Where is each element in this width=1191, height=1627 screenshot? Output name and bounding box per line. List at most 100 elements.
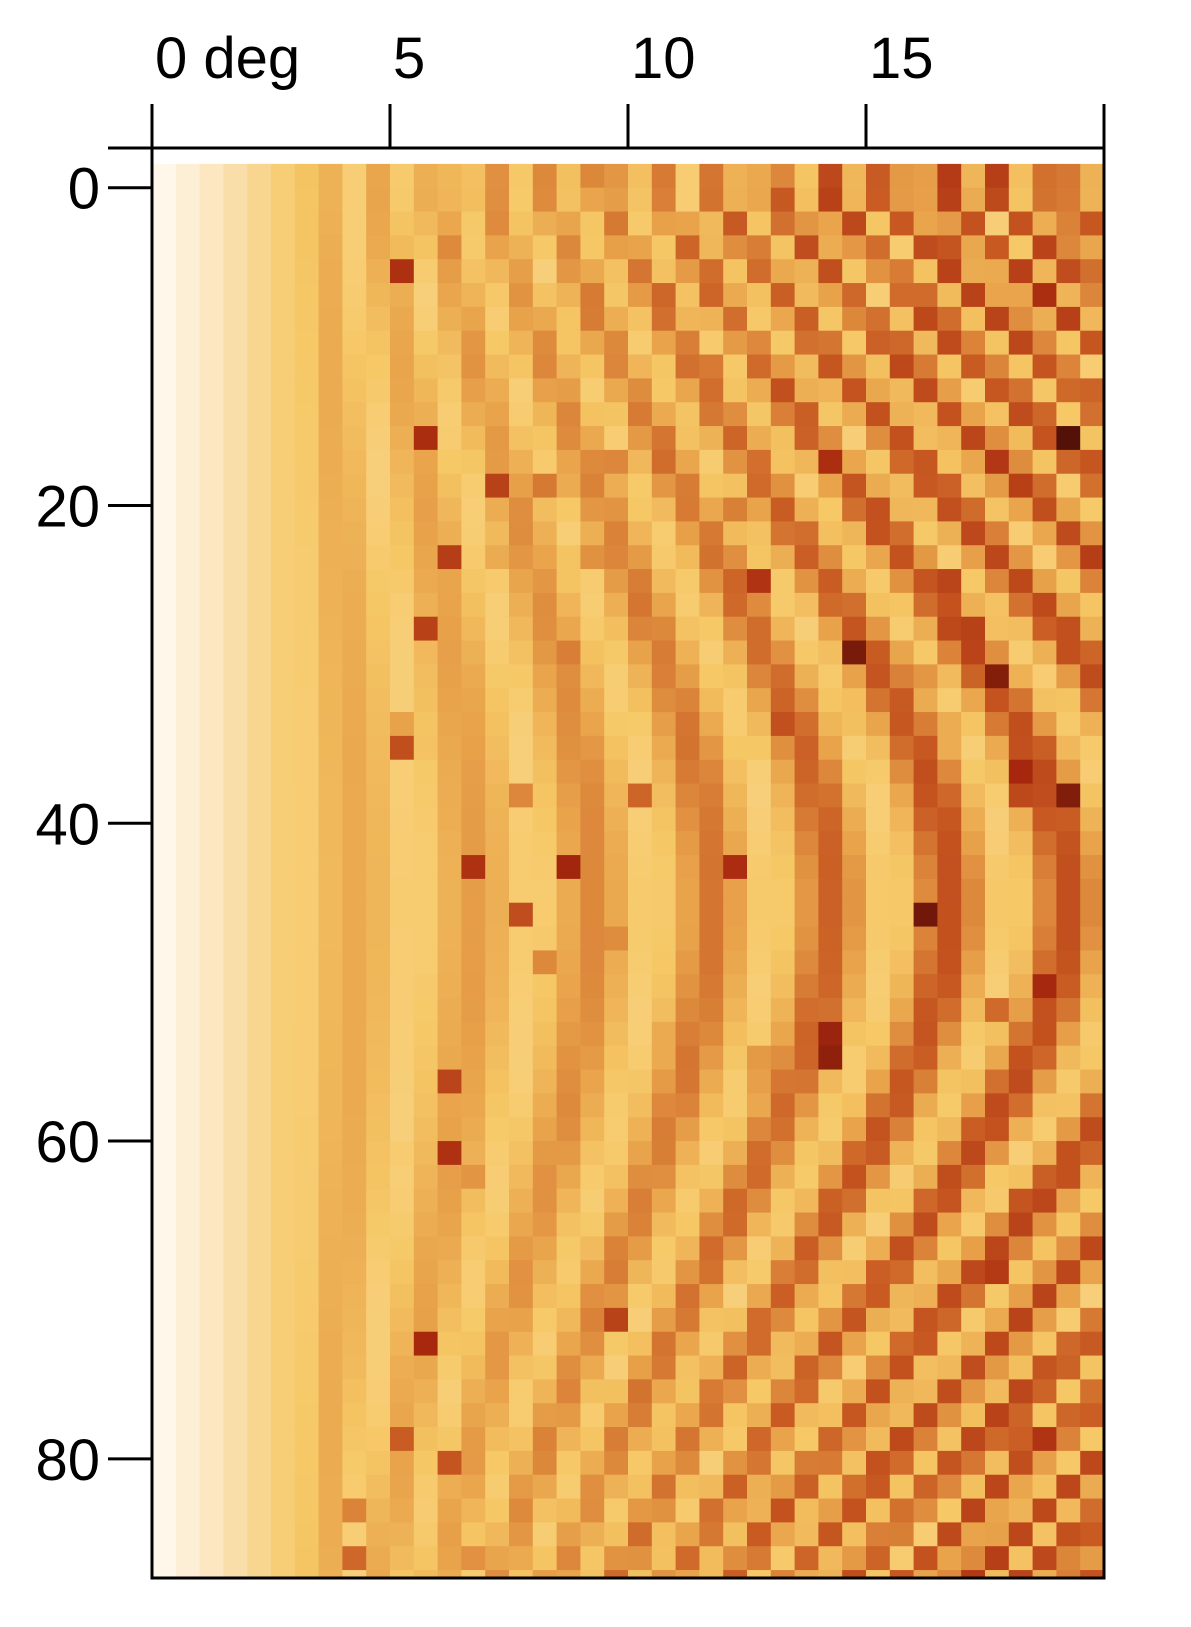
heatmap-cell bbox=[294, 1188, 320, 1214]
heatmap-cell bbox=[294, 1212, 320, 1237]
heatmap-cell bbox=[794, 1188, 819, 1214]
heatmap-cell bbox=[794, 259, 819, 284]
heatmap-cell bbox=[1056, 1379, 1081, 1404]
heatmap-cell bbox=[509, 1188, 534, 1214]
heatmap-cell bbox=[842, 926, 867, 951]
heatmap-cell bbox=[437, 759, 462, 785]
heatmap-cell bbox=[913, 449, 938, 475]
heatmap-cell bbox=[1008, 1427, 1034, 1452]
heatmap-cell bbox=[1008, 1212, 1034, 1237]
heatmap-cell bbox=[223, 402, 248, 427]
heatmap-cell bbox=[461, 187, 486, 213]
heatmap-cell bbox=[794, 449, 819, 475]
heatmap-cell bbox=[889, 664, 915, 689]
heatmap-cell bbox=[628, 855, 653, 880]
heatmap-cell bbox=[747, 1403, 772, 1428]
heatmap-cell bbox=[889, 640, 915, 665]
heatmap-cell bbox=[675, 831, 700, 856]
heatmap-cell bbox=[889, 1546, 915, 1571]
heatmap-cell bbox=[1080, 807, 1105, 832]
heatmap-cell bbox=[413, 211, 439, 236]
heatmap-cell bbox=[866, 926, 891, 951]
heatmap-cell bbox=[651, 1498, 677, 1523]
heatmap-cell bbox=[580, 449, 605, 475]
heatmap-cell bbox=[604, 1427, 629, 1452]
heatmap-cell bbox=[937, 306, 962, 332]
heatmap-cell bbox=[1056, 1212, 1081, 1237]
heatmap-cell bbox=[152, 1117, 177, 1142]
heatmap-cell bbox=[628, 306, 653, 332]
heatmap-cell bbox=[294, 1307, 320, 1333]
heatmap-cell bbox=[318, 688, 343, 713]
heatmap-cell bbox=[699, 259, 724, 284]
heatmap-cell bbox=[1008, 1260, 1034, 1285]
heatmap-cell bbox=[889, 1570, 915, 1579]
heatmap-cell bbox=[651, 1379, 677, 1404]
heatmap-cell bbox=[413, 1307, 439, 1333]
heatmap-cell bbox=[628, 1570, 653, 1579]
heatmap-cell bbox=[651, 1212, 677, 1237]
heatmap-cell bbox=[723, 1284, 748, 1309]
heatmap-cell bbox=[961, 1570, 986, 1579]
heatmap-cell bbox=[342, 1284, 367, 1309]
heatmap-cell bbox=[747, 378, 772, 403]
heatmap-cell bbox=[199, 974, 224, 999]
heatmap-cell bbox=[175, 306, 201, 332]
heatmap-cell bbox=[199, 449, 224, 475]
heatmap-cell bbox=[580, 187, 605, 213]
heatmap-cell bbox=[889, 449, 915, 475]
heatmap-cell bbox=[199, 926, 224, 951]
heatmap-cell bbox=[651, 855, 677, 880]
heatmap-cell bbox=[675, 616, 700, 642]
heatmap-cell bbox=[770, 187, 796, 213]
heatmap-cell bbox=[961, 855, 986, 880]
heatmap-cell bbox=[580, 1260, 605, 1285]
heatmap-cell bbox=[794, 330, 819, 356]
heatmap-cell bbox=[699, 1212, 724, 1237]
heatmap-cell bbox=[770, 1188, 796, 1214]
heatmap-cell bbox=[889, 902, 915, 928]
heatmap-cell bbox=[532, 664, 558, 689]
heatmap-cell bbox=[1056, 807, 1081, 832]
heatmap-cell bbox=[271, 640, 296, 665]
heatmap-cell bbox=[699, 187, 724, 213]
heatmap-cell bbox=[318, 950, 343, 975]
heatmap-cell bbox=[794, 211, 819, 236]
heatmap-cell bbox=[413, 1021, 439, 1047]
heatmap-cell bbox=[842, 187, 867, 213]
heatmap-cell bbox=[675, 1093, 700, 1118]
heatmap-cell bbox=[604, 235, 629, 260]
heatmap-cell bbox=[818, 521, 843, 546]
heatmap-cell bbox=[866, 831, 891, 856]
heatmap-cell bbox=[271, 1522, 296, 1547]
heatmap-cell bbox=[318, 1117, 343, 1142]
heatmap-cell bbox=[699, 1450, 724, 1476]
heatmap-cell bbox=[175, 855, 201, 880]
heatmap-cell bbox=[961, 688, 986, 713]
heatmap-cell bbox=[223, 1069, 248, 1094]
heatmap-cell bbox=[889, 1355, 915, 1380]
heatmap-cell bbox=[223, 1141, 248, 1166]
heatmap-cell bbox=[818, 259, 843, 284]
heatmap-cell bbox=[604, 426, 629, 451]
heatmap-cell bbox=[961, 1522, 986, 1547]
heatmap-cell bbox=[1008, 1093, 1034, 1118]
heatmap-cell bbox=[723, 1355, 748, 1380]
heatmap-cell bbox=[318, 1427, 343, 1452]
heatmap-cell bbox=[747, 950, 772, 975]
heatmap-cell bbox=[556, 640, 581, 665]
heatmap-cell bbox=[937, 378, 962, 403]
heatmap-cell bbox=[1080, 1117, 1105, 1142]
heatmap-cell bbox=[747, 1212, 772, 1237]
heatmap-cell bbox=[271, 807, 296, 832]
heatmap-cell bbox=[390, 259, 415, 284]
heatmap-cell bbox=[937, 1236, 962, 1261]
heatmap-cell bbox=[556, 688, 581, 713]
heatmap-cell bbox=[318, 616, 343, 642]
heatmap-cell bbox=[390, 473, 415, 499]
heatmap-cell bbox=[961, 426, 986, 451]
heatmap-cell bbox=[318, 1498, 343, 1523]
heatmap-cell bbox=[1056, 1021, 1081, 1047]
heatmap-cell bbox=[294, 1093, 320, 1118]
heatmap-cell bbox=[794, 1045, 819, 1071]
